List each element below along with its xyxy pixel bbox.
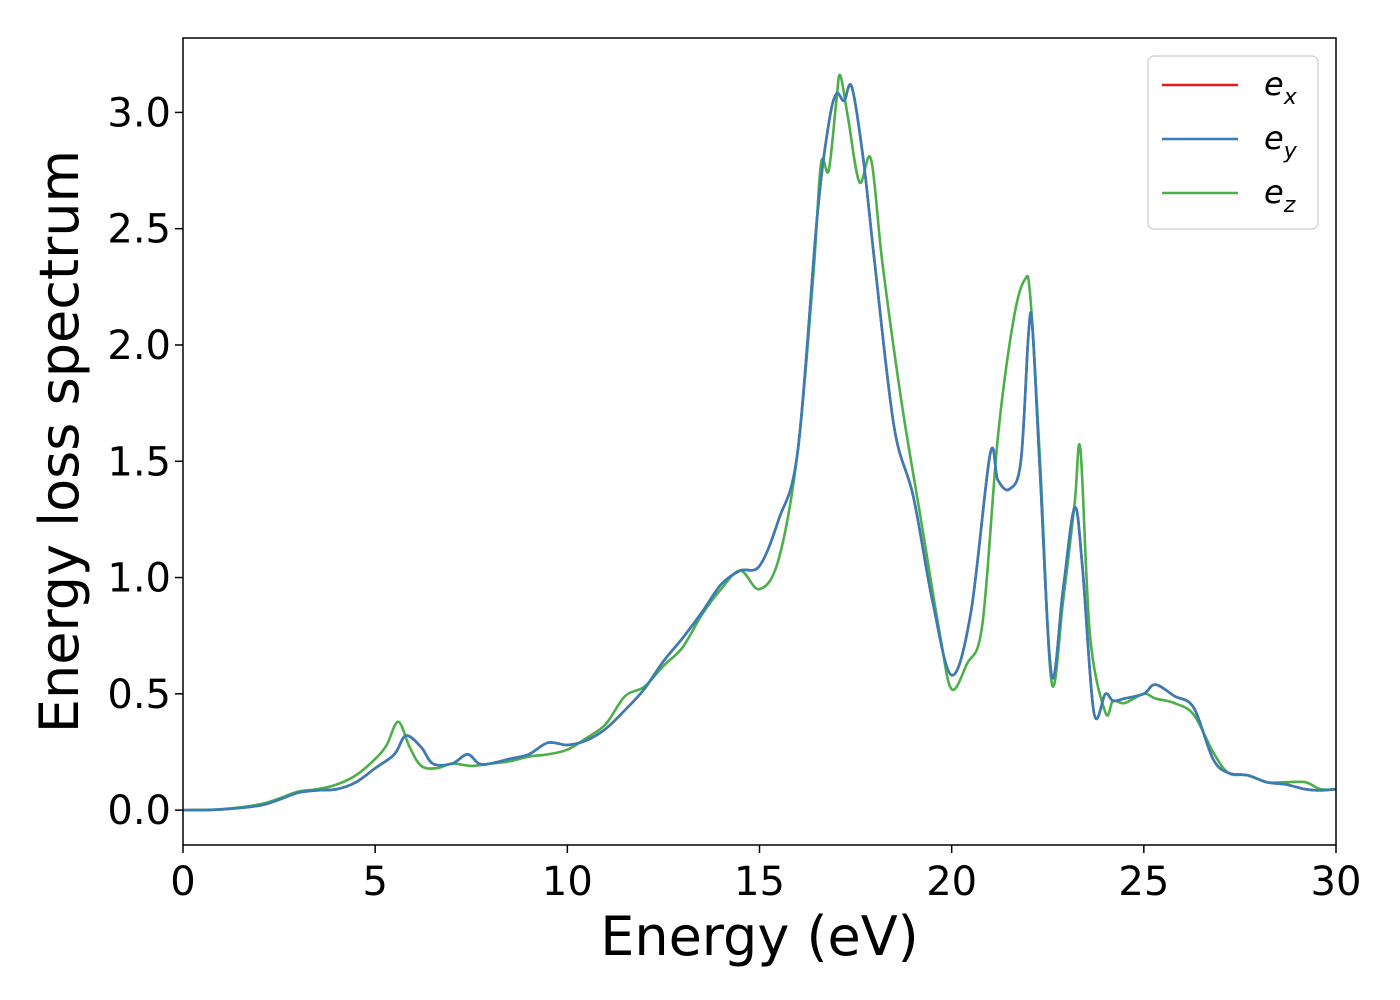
series-line-y [183,83,1336,812]
legend-label-subscript: x [1283,85,1298,110]
x-axis-label: Energy (eV) [600,905,919,968]
legend-label-z: ez [1264,173,1296,218]
legend-label-base: e [1264,173,1284,211]
legend-label-subscript: y [1283,139,1298,164]
y-tick-label: 2.5 [107,207,171,253]
x-tick-label: 0 [170,859,195,905]
plot-series [183,73,1336,812]
legend-label-base: e [1264,65,1284,103]
x-axis-ticks: 0 5 10 15 20 25 30 [170,845,1361,905]
legend-label-base: e [1264,119,1284,157]
legend-label-subscript: z [1283,193,1296,218]
y-axis-ticks: 0.0 0.5 1.0 1.5 2.0 2.5 3.0 [107,90,183,834]
y-tick-label: 1.0 [107,556,171,602]
y-tick-label: 0.5 [107,672,171,718]
x-tick-label: 20 [926,859,977,905]
x-tick-label: 5 [362,859,387,905]
y-tick-label: 2.0 [107,323,171,369]
legend-box [1147,55,1319,230]
legend-label-y: ey [1264,119,1298,164]
x-tick-label: 30 [1311,859,1362,905]
legend-label-x: ex [1264,65,1298,110]
x-tick-label: 25 [1118,859,1169,905]
y-tick-label: 3.0 [107,90,171,136]
x-tick-label: 10 [542,859,593,905]
y-tick-label: 0.0 [107,788,171,834]
x-tick-label: 15 [734,859,785,905]
y-tick-label: 1.5 [107,439,171,485]
y-axis-label: Energy loss spectrum [28,150,91,733]
